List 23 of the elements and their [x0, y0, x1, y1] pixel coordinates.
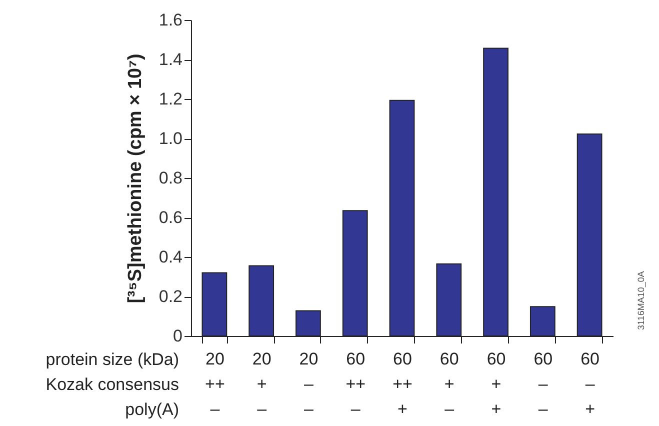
y-tick-label: 1.2	[158, 90, 182, 108]
x-tick-label: 20 ++ –	[205, 350, 225, 418]
x-tick-label: 60 ++ –	[346, 350, 366, 418]
y-tick-label: 1.0	[158, 129, 182, 148]
y-tick-label: 0.6	[158, 208, 182, 227]
text: poly(A)	[125, 400, 179, 419]
x-tick-label: 60 – +	[580, 350, 600, 418]
y-tick-label: 0.2	[158, 287, 182, 306]
x-tick-label: 60 ++ +	[392, 350, 412, 418]
x-tick-label: 60 + +	[486, 350, 506, 418]
x-tick-label: 60 – –	[534, 350, 553, 418]
y-axis-title: [³⁵S]methionine (cpm × 10⁷)	[124, 54, 146, 304]
y-tick-label: 1.4	[158, 50, 182, 69]
x-tick-label: 60 + –	[440, 350, 459, 418]
text: protein size (kDa)	[46, 350, 179, 369]
x-tick-label: 20 + –	[252, 350, 272, 418]
y-tick-label: 0.4	[158, 248, 182, 266]
y-tick-label: 0.8	[158, 168, 182, 188]
y-tick-label: 1.6	[158, 10, 182, 30]
text: Kozak consensus	[46, 375, 179, 394]
y-tick-label: 0	[173, 326, 182, 346]
text: 3116MA10_0A	[636, 271, 646, 330]
x-tick-label: 20 – –	[299, 350, 318, 418]
